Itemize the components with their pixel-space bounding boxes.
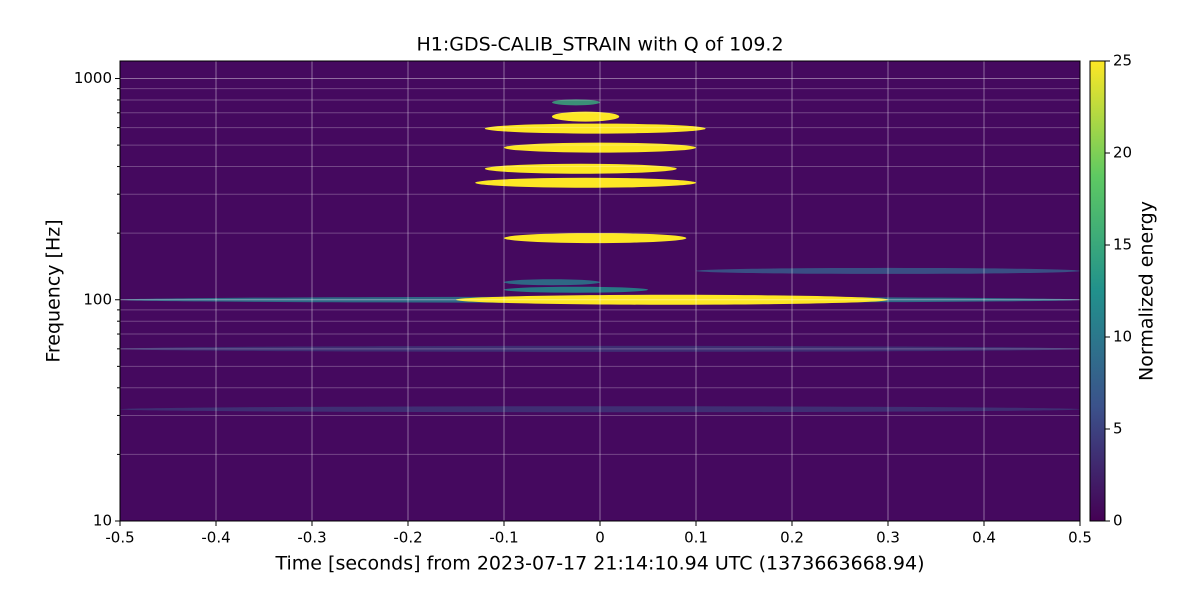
x-tick-label: -0.3 [297,529,326,547]
chart-title: H1:GDS-CALIB_STRAIN with Q of 109.2 [416,34,783,56]
plot-area [120,99,1080,413]
colorbar-tick-label: 20 [1113,144,1132,162]
y-axis-label: Frequency [Hz] [43,219,65,362]
x-tick-label: 0.4 [972,529,996,547]
energy-streak [475,177,696,188]
y-tick-label: 1000 [74,69,112,87]
energy-streak [456,294,888,305]
energy-streak [552,99,600,106]
x-tick-label: 0 [595,529,605,547]
colorbar-tick-label: 5 [1113,420,1123,438]
axes: -0.5 -0.4 -0.3 -0.2 -0.1 0 0.1 0.2 0.3 0.4 0.5 10 10… [74,52,1132,547]
colorbar-tick-label: 25 [1113,52,1132,70]
colorbar [1089,60,1106,522]
colorbar-tick-label: 15 [1113,236,1132,254]
x-axis-label: Time [seconds] from 2023-07-17 21:14:10.… [275,553,925,575]
colorbar-label: Normalized energy [1136,201,1158,381]
x-tick-label: -0.2 [393,529,422,547]
energy-streak [504,279,600,286]
energy-streak [120,345,1080,352]
energy-streak [484,123,706,134]
y-tick-label: 100 [83,290,112,308]
colorbar-tick-label: 0 [1113,512,1123,530]
x-tick-label: 0.5 [1068,529,1092,547]
x-tick-label: -0.4 [201,529,230,547]
energy-streak [552,111,620,122]
x-tick-label: -0.5 [105,529,134,547]
energy-streak [696,267,1080,274]
y-tick-label: 10 [93,512,112,530]
x-tick-label: -0.1 [489,529,518,547]
x-tick-label: 0.3 [876,529,900,547]
energy-streak [504,286,648,293]
x-tick-label: 0.1 [684,529,708,547]
energy-streak [120,406,1080,413]
x-tick-label: 0.2 [780,529,804,547]
colorbar-tick-label: 10 [1113,328,1132,346]
plot-frame [119,60,1081,522]
energy-streak [504,233,687,244]
energy-streak [484,163,677,174]
energy-streak [504,142,696,153]
